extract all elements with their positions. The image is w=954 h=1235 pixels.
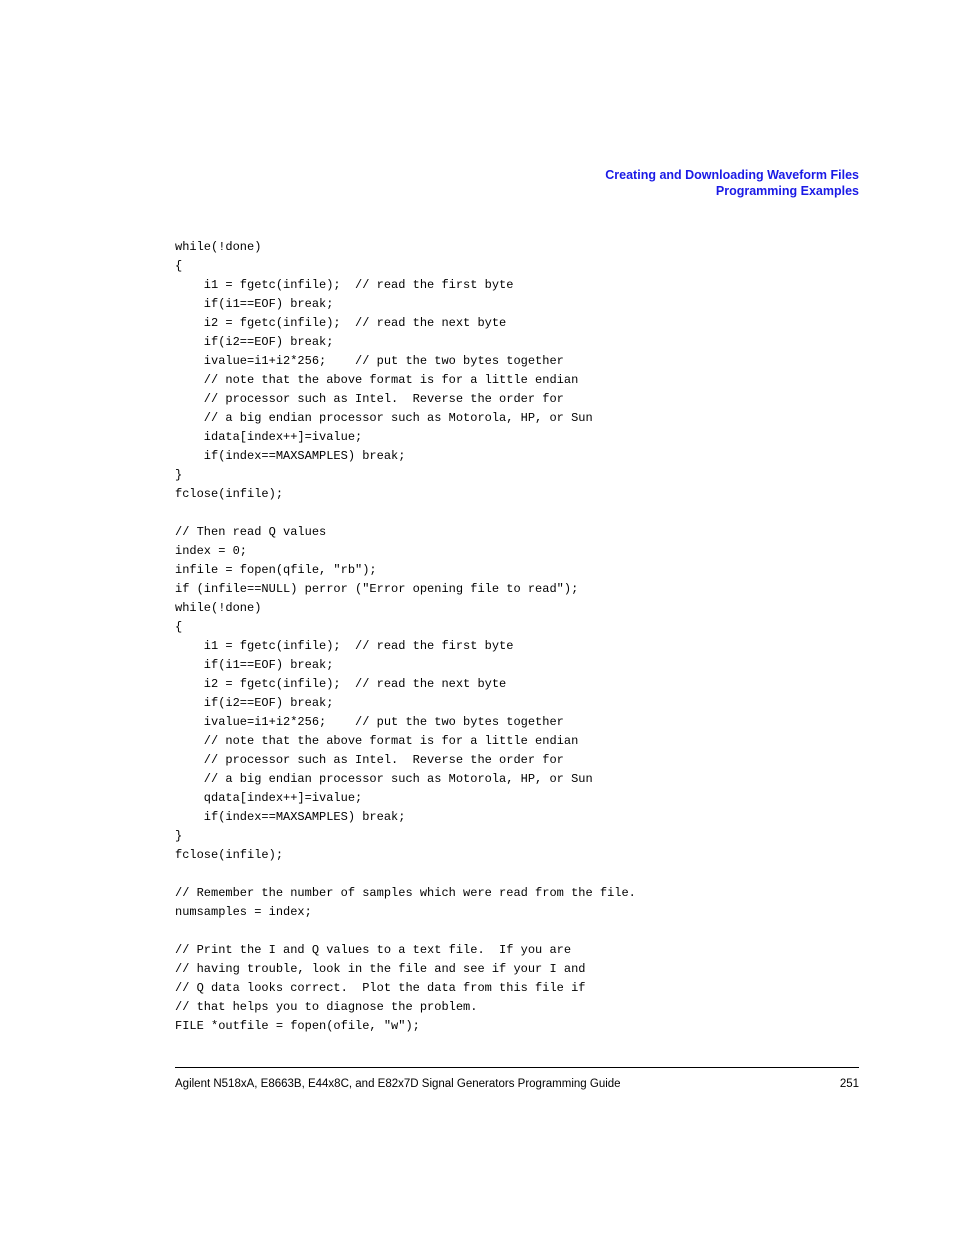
code-line: if(i2==EOF) break; [175, 335, 333, 349]
code-line: numsamples = index; [175, 905, 312, 919]
code-line: // processor such as Intel. Reverse the … [175, 753, 564, 767]
code-line: if(index==MAXSAMPLES) break; [175, 810, 405, 824]
code-line: if (infile==NULL) perror ("Error opening… [175, 582, 578, 596]
code-line: while(!done) [175, 601, 261, 615]
page-footer: Agilent N518xA, E8663B, E44x8C, and E82x… [175, 1067, 859, 1090]
header-line-2: Programming Examples [605, 184, 859, 200]
code-line: { [175, 259, 182, 273]
code-line: FILE *outfile = fopen(ofile, "w"); [175, 1019, 420, 1033]
code-line: { [175, 620, 182, 634]
code-line: i1 = fgetc(infile); // read the first by… [175, 278, 513, 292]
code-line: i2 = fgetc(infile); // read the next byt… [175, 316, 506, 330]
code-line: index = 0; [175, 544, 247, 558]
footer-guide-title: Agilent N518xA, E8663B, E44x8C, and E82x… [175, 1078, 621, 1090]
document-page: Creating and Downloading Waveform Files … [0, 0, 954, 1235]
code-line: idata[index++]=ivalue; [175, 430, 362, 444]
code-line: ivalue=i1+i2*256; // put the two bytes t… [175, 354, 564, 368]
code-line: // processor such as Intel. Reverse the … [175, 392, 564, 406]
running-header: Creating and Downloading Waveform Files … [605, 168, 859, 199]
code-line: // a big endian processor such as Motoro… [175, 411, 593, 425]
code-line: // Remember the number of samples which … [175, 886, 636, 900]
code-line: // Then read Q values [175, 525, 326, 539]
page-number: 251 [840, 1078, 859, 1090]
code-line: fclose(infile); [175, 848, 283, 862]
code-line: if(index==MAXSAMPLES) break; [175, 449, 405, 463]
code-block: while(!done) { i1 = fgetc(infile); // re… [175, 238, 859, 1036]
code-line: i2 = fgetc(infile); // read the next byt… [175, 677, 506, 691]
code-line: // Print the I and Q values to a text fi… [175, 943, 571, 957]
code-line: ivalue=i1+i2*256; // put the two bytes t… [175, 715, 564, 729]
code-line: // note that the above format is for a l… [175, 734, 578, 748]
header-line-1: Creating and Downloading Waveform Files [605, 168, 859, 184]
code-line: // Q data looks correct. Plot the data f… [175, 981, 585, 995]
code-line: } [175, 829, 182, 843]
code-line: // that helps you to diagnose the proble… [175, 1000, 477, 1014]
code-line: qdata[index++]=ivalue; [175, 791, 362, 805]
code-line: infile = fopen(qfile, "rb"); [175, 563, 377, 577]
code-line: // a big endian processor such as Motoro… [175, 772, 593, 786]
code-line: if(i2==EOF) break; [175, 696, 333, 710]
code-line: if(i1==EOF) break; [175, 658, 333, 672]
code-line: if(i1==EOF) break; [175, 297, 333, 311]
code-line: fclose(infile); [175, 487, 283, 501]
code-line: // note that the above format is for a l… [175, 373, 578, 387]
code-line: i1 = fgetc(infile); // read the first by… [175, 639, 513, 653]
code-line: // having trouble, look in the file and … [175, 962, 585, 976]
code-line: while(!done) [175, 240, 261, 254]
code-line: } [175, 468, 182, 482]
